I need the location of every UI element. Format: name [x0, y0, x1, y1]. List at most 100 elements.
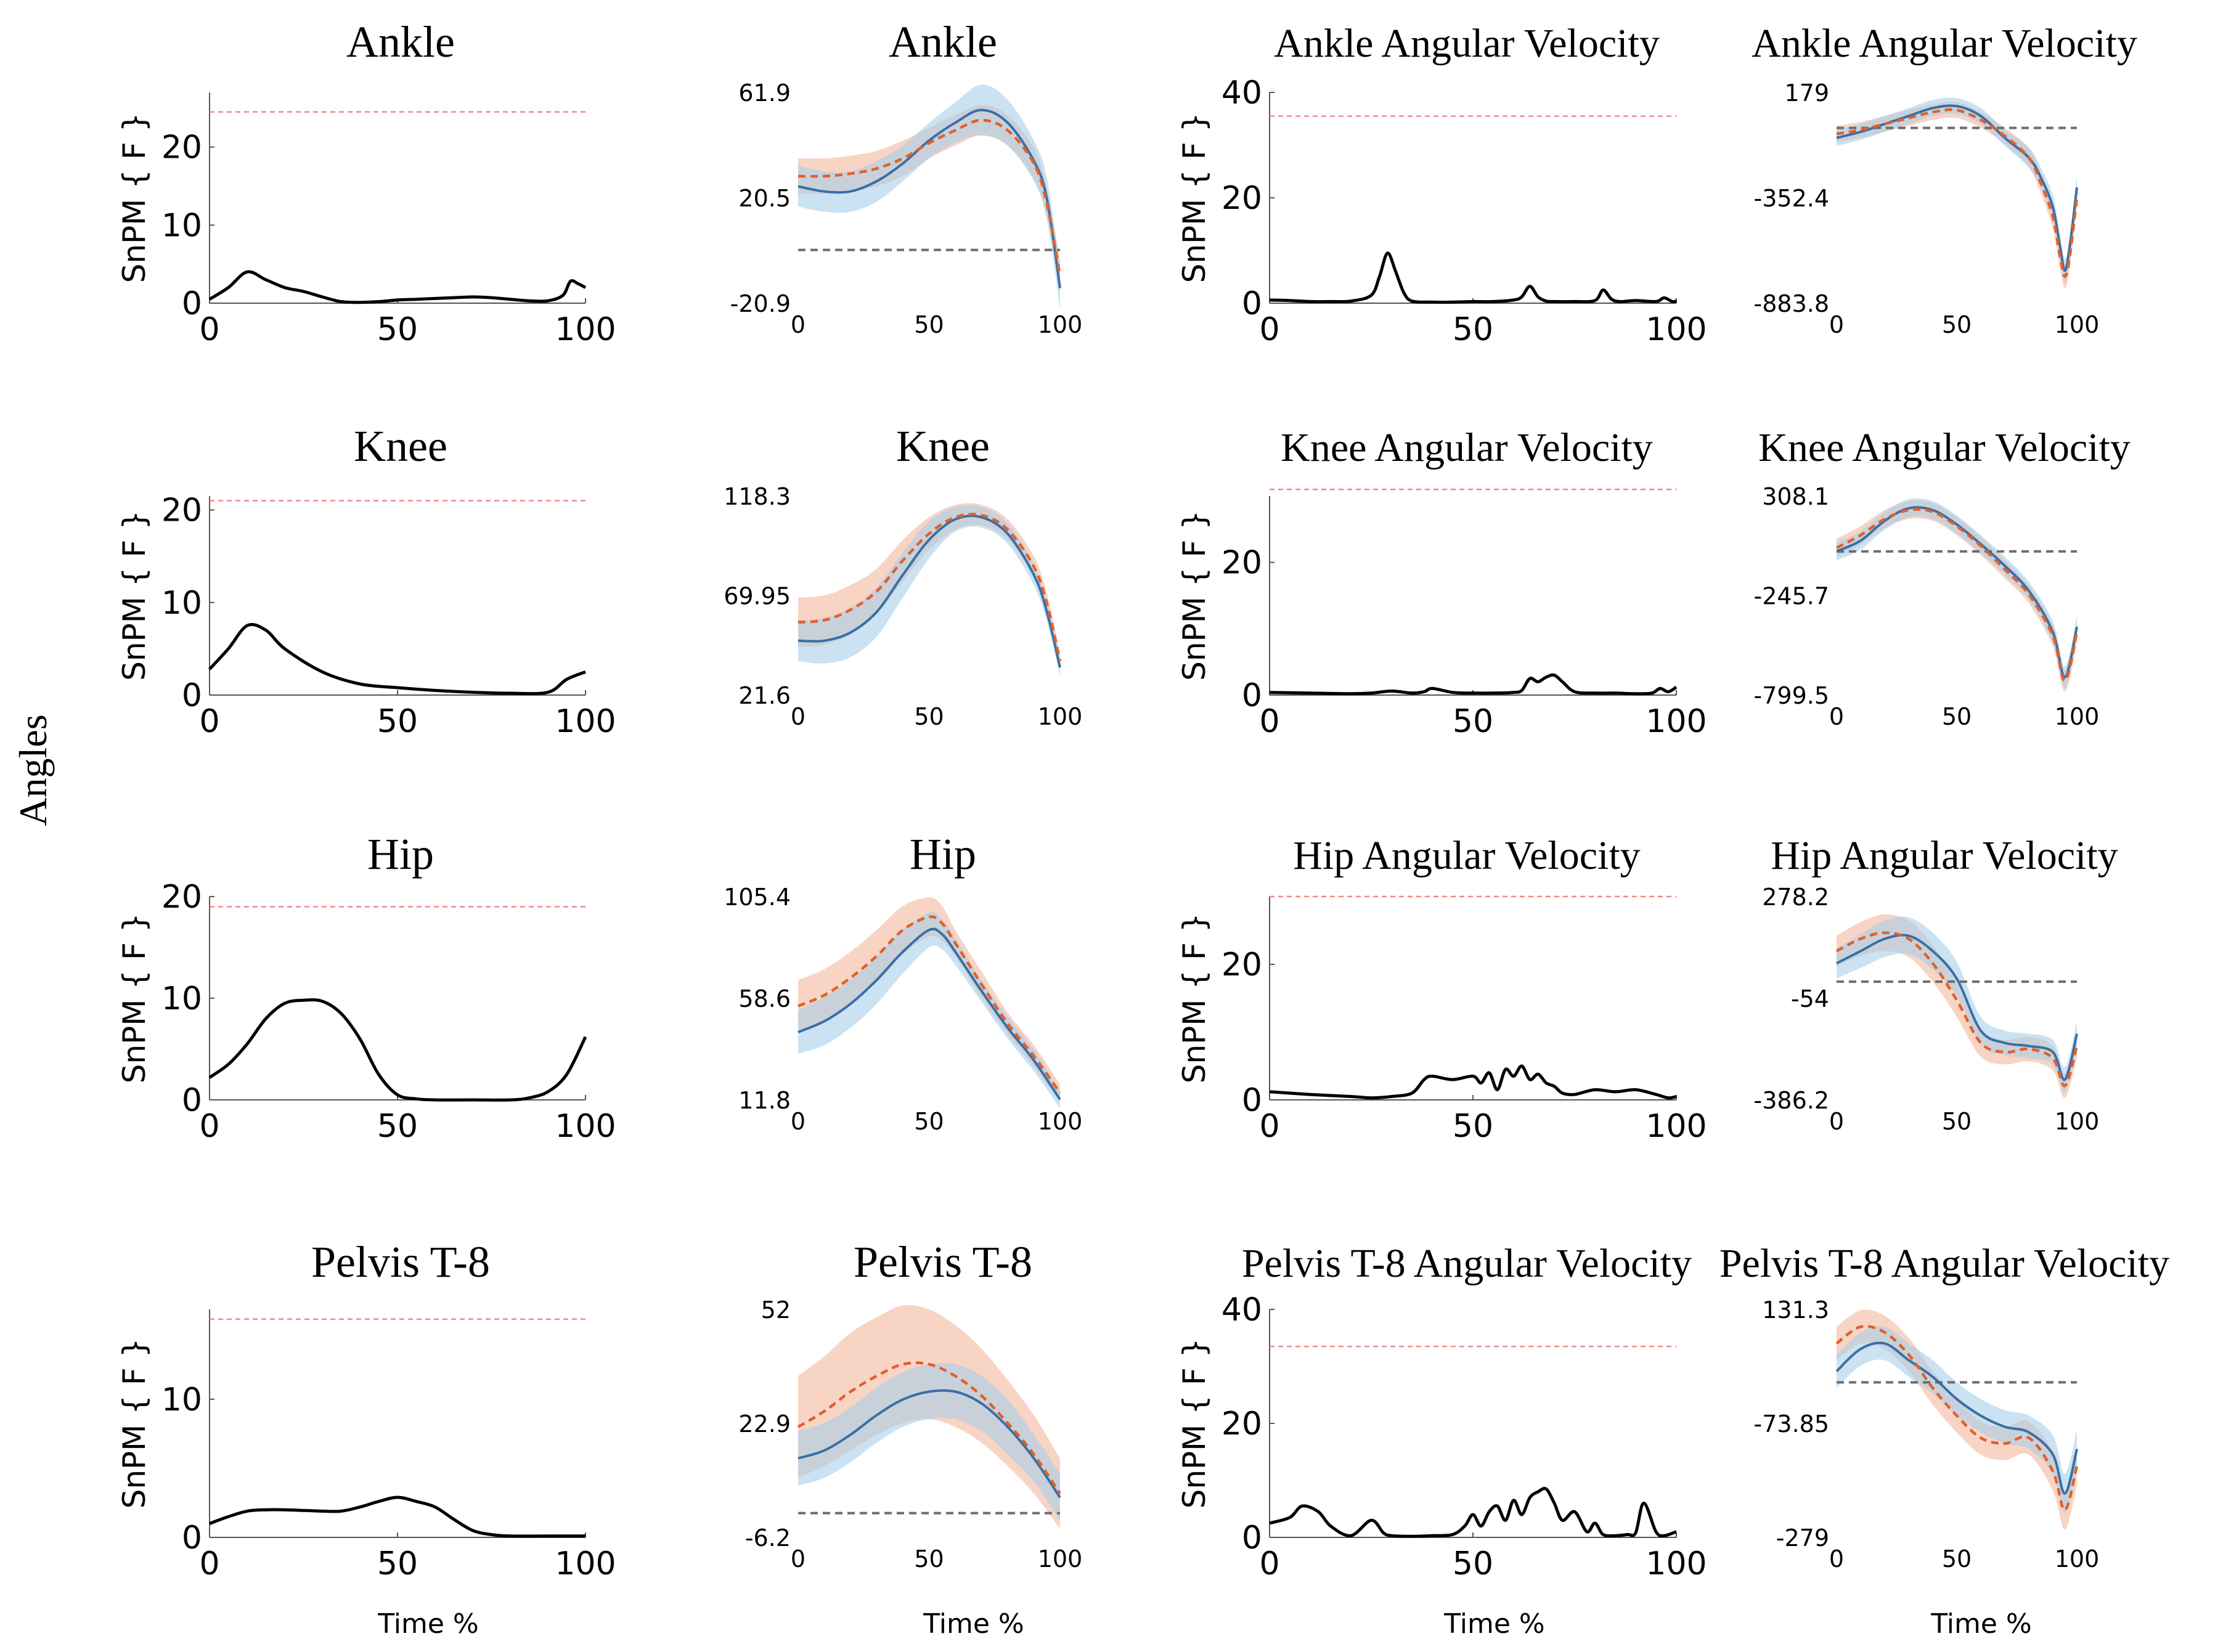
chart-title: Pelvis T-8 Angular Velocity [1719, 1241, 2169, 1286]
x-tick-label: 50 [1453, 703, 1493, 740]
panel-mean-hip: Hip 105.4 58.6 11.80 50 100 [724, 829, 1082, 1135]
orange-mean-line [797, 1361, 1061, 1495]
x-tick-label: 50 [377, 311, 418, 348]
y-tick-label: 10 [161, 1381, 202, 1418]
y-tick-label: 58.6 [738, 985, 791, 1012]
orange-mean-line [797, 118, 1062, 276]
y-tick-label: 0 [182, 1082, 202, 1119]
chart-title: Hip [367, 829, 434, 879]
y-tick-label: 20 [1221, 1406, 1262, 1442]
y-tick-label: 0 [1242, 1520, 1262, 1556]
panel-snpm-knee: Knee SnPM { F } 0 10 20 0 50 100 [116, 421, 616, 740]
x-tick-label: 50 [1942, 1545, 1972, 1573]
x-tick-label: 100 [2055, 1545, 2100, 1573]
y-tick-label: 179 [1784, 79, 1829, 107]
x-tick-label: 0 [1259, 311, 1279, 348]
blue-mean-line [1836, 934, 2078, 1081]
y-axis-label: SnPM { F } [1177, 913, 1212, 1084]
y-tick-label: 20 [161, 879, 202, 916]
panel-snpm-ankle: Ankle SnPM { F } 0 10 20 0 50 100 [116, 17, 616, 348]
x-tick-label: 0 [199, 703, 219, 740]
blue-sd-band [1837, 1326, 2077, 1513]
x-tick-label: 50 [1942, 311, 1972, 338]
panel-snpm-knee-vel: Knee Angular Velocity SnPM { F } 0 20 0 50 100 [1177, 425, 1707, 740]
x-tick-label: 50 [1942, 1108, 1972, 1135]
chart-title: Ankle [346, 17, 455, 67]
chart-title: Pelvis T-8 [854, 1237, 1032, 1287]
x-tick-label: 0 [199, 1545, 219, 1582]
x-tick-label: 0 [1829, 311, 1844, 338]
y-axis-label: SnPM { F } [1177, 510, 1212, 681]
x-tick-label: 100 [555, 1108, 616, 1145]
time-label-col3: Time % [1443, 1608, 1544, 1640]
orange-sd-band [1837, 1309, 2077, 1530]
y-tick-label: 278.2 [1762, 884, 1829, 911]
x-tick-label: 50 [377, 1108, 418, 1145]
snpm-f-curve [1269, 1064, 1677, 1100]
x-tick-label: 100 [555, 311, 616, 348]
blue-sd-band [798, 1362, 1060, 1521]
x-tick-label: 0 [1259, 703, 1279, 740]
blue-mean-line [797, 108, 1061, 288]
y-tick-label: 0 [182, 677, 202, 714]
snpm-f-curve [1269, 1486, 1677, 1538]
y-tick-label: -883.8 [1754, 290, 1830, 317]
x-tick-label: 50 [377, 1545, 418, 1582]
panel-mean-hip-vel: Hip Angular Velocity 278.2 -54 -386.20 50 100 [1754, 833, 2118, 1135]
chart-title: Knee [896, 421, 990, 471]
y-tick-label: -20.9 [730, 290, 791, 317]
orange-mean-line [1835, 508, 2079, 683]
panel-mean-pelvis-vel: Pelvis T-8 Angular Velocity 131.3 -73.85 -2… [1719, 1241, 2169, 1573]
x-tick-label: 0 [1829, 1108, 1844, 1135]
x-tick-label: 100 [555, 703, 616, 740]
y-tick-label: 20 [1221, 946, 1262, 983]
y-tick-label: 308.1 [1762, 483, 1829, 510]
y-tick-label: -6.2 [745, 1524, 791, 1552]
panel-snpm-pelvis-vel: Pelvis T-8 Angular Velocity SnPM { F } 0 20… [1177, 1241, 1707, 1582]
y-tick-label: 20 [161, 129, 202, 166]
panel-snpm-hip: Hip SnPM { F } 0 10 20 0 50 100 [116, 829, 616, 1145]
panel-mean-pelvis: Pelvis T-8 52 22.9 -6.20 50 100 [738, 1237, 1082, 1573]
y-tick-label: 0 [1242, 285, 1262, 322]
y-tick-label: 20 [1221, 180, 1262, 217]
y-tick-label: 0 [1242, 677, 1262, 714]
y-tick-label: 52 [761, 1296, 791, 1324]
x-tick-label: 50 [914, 1545, 944, 1573]
x-tick-label: 0 [199, 311, 219, 348]
x-tick-label: 0 [199, 1108, 219, 1145]
y-tick-label: 0 [182, 285, 202, 322]
chart-title: Pelvis T-8 Angular Velocity [1242, 1241, 1692, 1286]
x-tick-label: 0 [1259, 1545, 1279, 1582]
panel-mean-ankle-vel: Ankle Angular Velocity 179 -352.4 -883.80 50… [1752, 21, 2137, 338]
x-tick-label: 0 [1829, 703, 1844, 730]
y-tick-label: 40 [1221, 75, 1262, 112]
y-tick-label: -279 [1776, 1524, 1829, 1552]
x-tick-label: 100 [1646, 703, 1707, 740]
chart-title: Pelvis T-8 [311, 1237, 490, 1287]
x-tick-label: 100 [1646, 1545, 1707, 1582]
panel-mean-knee-vel: Knee Angular Velocity 308.1 -245.7 -799.50 5… [1754, 425, 2131, 730]
x-tick-label: 50 [377, 703, 418, 740]
y-axis-label: SnPM { F } [116, 113, 152, 283]
x-tick-label: 0 [791, 1545, 805, 1573]
y-tick-label: -73.85 [1754, 1410, 1830, 1438]
panel-snpm-ankle-vel: Ankle Angular Velocity SnPM { F } 0 20 40 0 50… [1177, 21, 1707, 348]
y-tick-label: -54 [1791, 985, 1829, 1012]
y-axis-label: SnPM { F } [116, 913, 152, 1084]
y-tick-label: 10 [161, 585, 202, 622]
chart-title: Knee [354, 421, 447, 471]
x-tick-label: 50 [1453, 1545, 1493, 1582]
y-tick-label: 20 [161, 492, 202, 529]
x-tick-label: 0 [791, 1108, 805, 1135]
y-axis-label: SnPM { F } [116, 1338, 152, 1509]
x-tick-label: 100 [555, 1545, 616, 1582]
blue-sd-band [1837, 498, 2077, 688]
blue-mean-line [1836, 104, 2078, 272]
y-tick-label: 10 [161, 980, 202, 1017]
snpm-f-curve [209, 1495, 585, 1538]
y-tick-label: 20.5 [738, 185, 791, 212]
y-tick-label: 0 [1242, 1082, 1262, 1119]
